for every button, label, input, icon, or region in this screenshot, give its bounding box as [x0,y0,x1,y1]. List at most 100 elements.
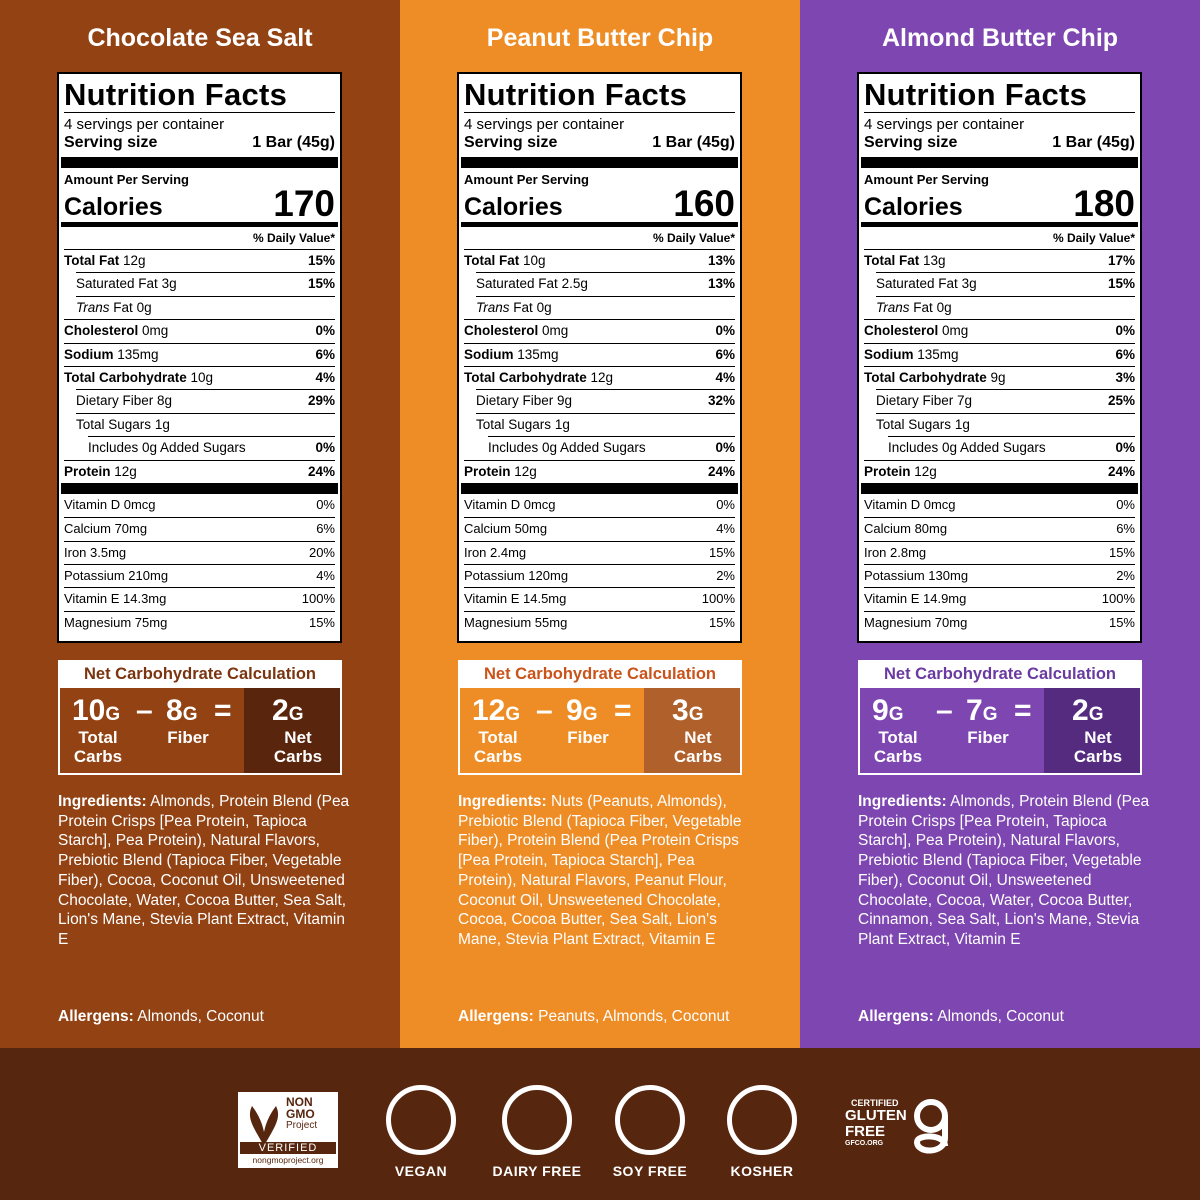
calories: Calories 180 [864,185,1135,222]
label: Total Carbohydrate [864,369,987,385]
vitamin-row: Vitamin D 0mcg 0% [864,494,1135,517]
serving-size: Serving size 1 Bar (45g) [64,134,335,154]
vitamin-row: Vitamin E 14.9mg 100% [864,587,1135,610]
product-title: Almond Butter Chip [881,24,1119,52]
nutrient: Saturated Fat 2.5g [476,273,588,295]
mid-bar [461,222,738,227]
amount: 10g [190,369,214,385]
text: CERTIFIED [851,1098,899,1108]
nutrient: Cholesterol 0mg [864,320,968,342]
label: Fiber [967,728,1009,747]
vitamin-row: Vitamin D 0mcg 0% [64,494,335,517]
daily-value: 17% [1107,253,1135,268]
servings: 4 servings per container [464,116,625,133]
nf-title: Nutrition Facts [864,77,1088,112]
mid-bar [861,222,1138,227]
value: 1 Bar (45g) [1052,134,1135,151]
value: 2 [1072,694,1089,727]
label: Serving size [64,134,158,151]
daily-value: 15% [1107,276,1135,292]
label: Dietary Fiber [76,393,154,409]
unit: G [288,704,304,725]
servings: 4 servings per container [64,116,225,133]
nutrient: Total Fat 12g [64,250,146,272]
daily-value: 15% [308,614,335,630]
nutrient-row: Trans Fat 0g [476,295,735,319]
amount: 12g [114,463,137,479]
amount: 0mg [142,323,169,339]
nutrient-row: Cholesterol 0mg 0% [64,319,335,342]
label: Serving size [864,134,958,151]
net-carb-body: 10G –8G = 2G Total Carbs Fiber Net Carbs [58,688,342,775]
divider [864,112,1135,113]
label: Total Sugars [876,416,952,432]
net-carb-title: Net Carbohydrate Calculation [58,660,342,688]
thick-bar [61,482,338,494]
text: GMO [286,1107,315,1121]
vitamin-row: Magnesium 55mg 15% [464,610,735,634]
daily-value: 15% [307,276,335,292]
daily-value: 24% [1107,463,1135,479]
mid-bar [61,222,338,227]
unit: G [105,704,121,725]
nutrient: Dietary Fiber 7g [876,390,972,412]
label: Total Carbs [473,728,523,766]
label: Total Carbohydrate [464,369,587,385]
label: Calcium 50mg [464,521,548,537]
text: Almonds, Coconut [137,1008,264,1025]
label: Saturated Fat [476,276,558,292]
nutrient: Total Carbohydrate 10g [64,367,213,389]
text: Almonds, Protein Blend (Pea Protein Cris… [858,793,1150,948]
nutrient-row: Saturated Fat 3g 15% [76,272,335,295]
label: Vitamin D 0mcg [464,496,556,512]
daily-value: 24% [707,463,735,479]
text: GLUTEN [845,1107,907,1124]
value: 1 Bar (45g) [252,134,335,151]
serving-size: Serving size 1 Bar (45g) [864,134,1135,154]
badge-icon [727,1085,797,1155]
daily-value: 20% [308,544,335,560]
nutrient-row: Total Sugars 1g [476,412,735,436]
thick-bar [461,482,738,494]
daily-value: 0% [1116,496,1135,512]
label: Total Fat [864,253,920,268]
vitamin-row: Calcium 70mg 6% [64,517,335,540]
net-carb-body: 12G –9G = 3G Total Carbs Fiber Net Carbs [458,688,742,775]
amount: 7g [957,393,973,409]
label: Calcium 70mg [64,521,148,537]
nutrient-row: Sodium 135mg 6% [864,342,1135,366]
value: 7 [966,694,983,727]
nutrient-row: Total Fat 10g 13% [464,249,735,272]
vitamins: Vitamin D 0mcg 0% Calcium 50mg 4% Iron 2.4mg… [464,494,735,634]
thick-bar [61,157,338,168]
nf-title: Nutrition Facts [464,77,688,112]
nutrient: Total Sugars 1g [876,414,970,436]
daily-value: 0% [715,440,735,456]
label: Iron 2.8mg [864,544,927,560]
badge: DAIRY FREE [487,1085,587,1179]
value: 9 [872,694,889,727]
badge-label: DAIRY FREE [492,1163,582,1179]
vitamin-row: Calcium 80mg 6% [864,517,1135,540]
nutrition-label: Nutrition Facts 4 servings per container S… [57,72,342,643]
amount: 1g [154,416,170,432]
net-carb-box: Net Carbohydrate Calculation 9G –7G = 2G Tota… [858,660,1142,775]
nutrient-row: Cholesterol 0mg 0% [464,319,735,342]
number: 10G [72,694,120,728]
amount: 135mg [117,346,159,362]
net-carb-title: Net Carbohydrate Calculation [458,660,742,688]
vitamin-row: Vitamin E 14.5mg 100% [464,587,735,610]
net-carb-box: Net Carbohydrate Calculation 12G –9G = 3G Tot… [458,660,742,775]
amount: 135mg [917,346,959,362]
nutrient: Sodium 135mg [864,344,959,366]
nutrient: Total Fat 10g [464,250,546,272]
label: Vitamin E 14.9mg [864,591,967,607]
daily-value-header: % Daily Value* [652,231,735,245]
daily-value: 0% [316,496,335,512]
amount: 9g [557,393,573,409]
operator: – [136,694,153,727]
label: Includes 0g Added Sugars [88,440,246,456]
nutrient-row: Includes 0g Added Sugars 0% [88,436,335,459]
nf-title: Nutrition Facts [64,77,288,112]
non-gmo-text: NON GMO Project [286,1096,317,1132]
